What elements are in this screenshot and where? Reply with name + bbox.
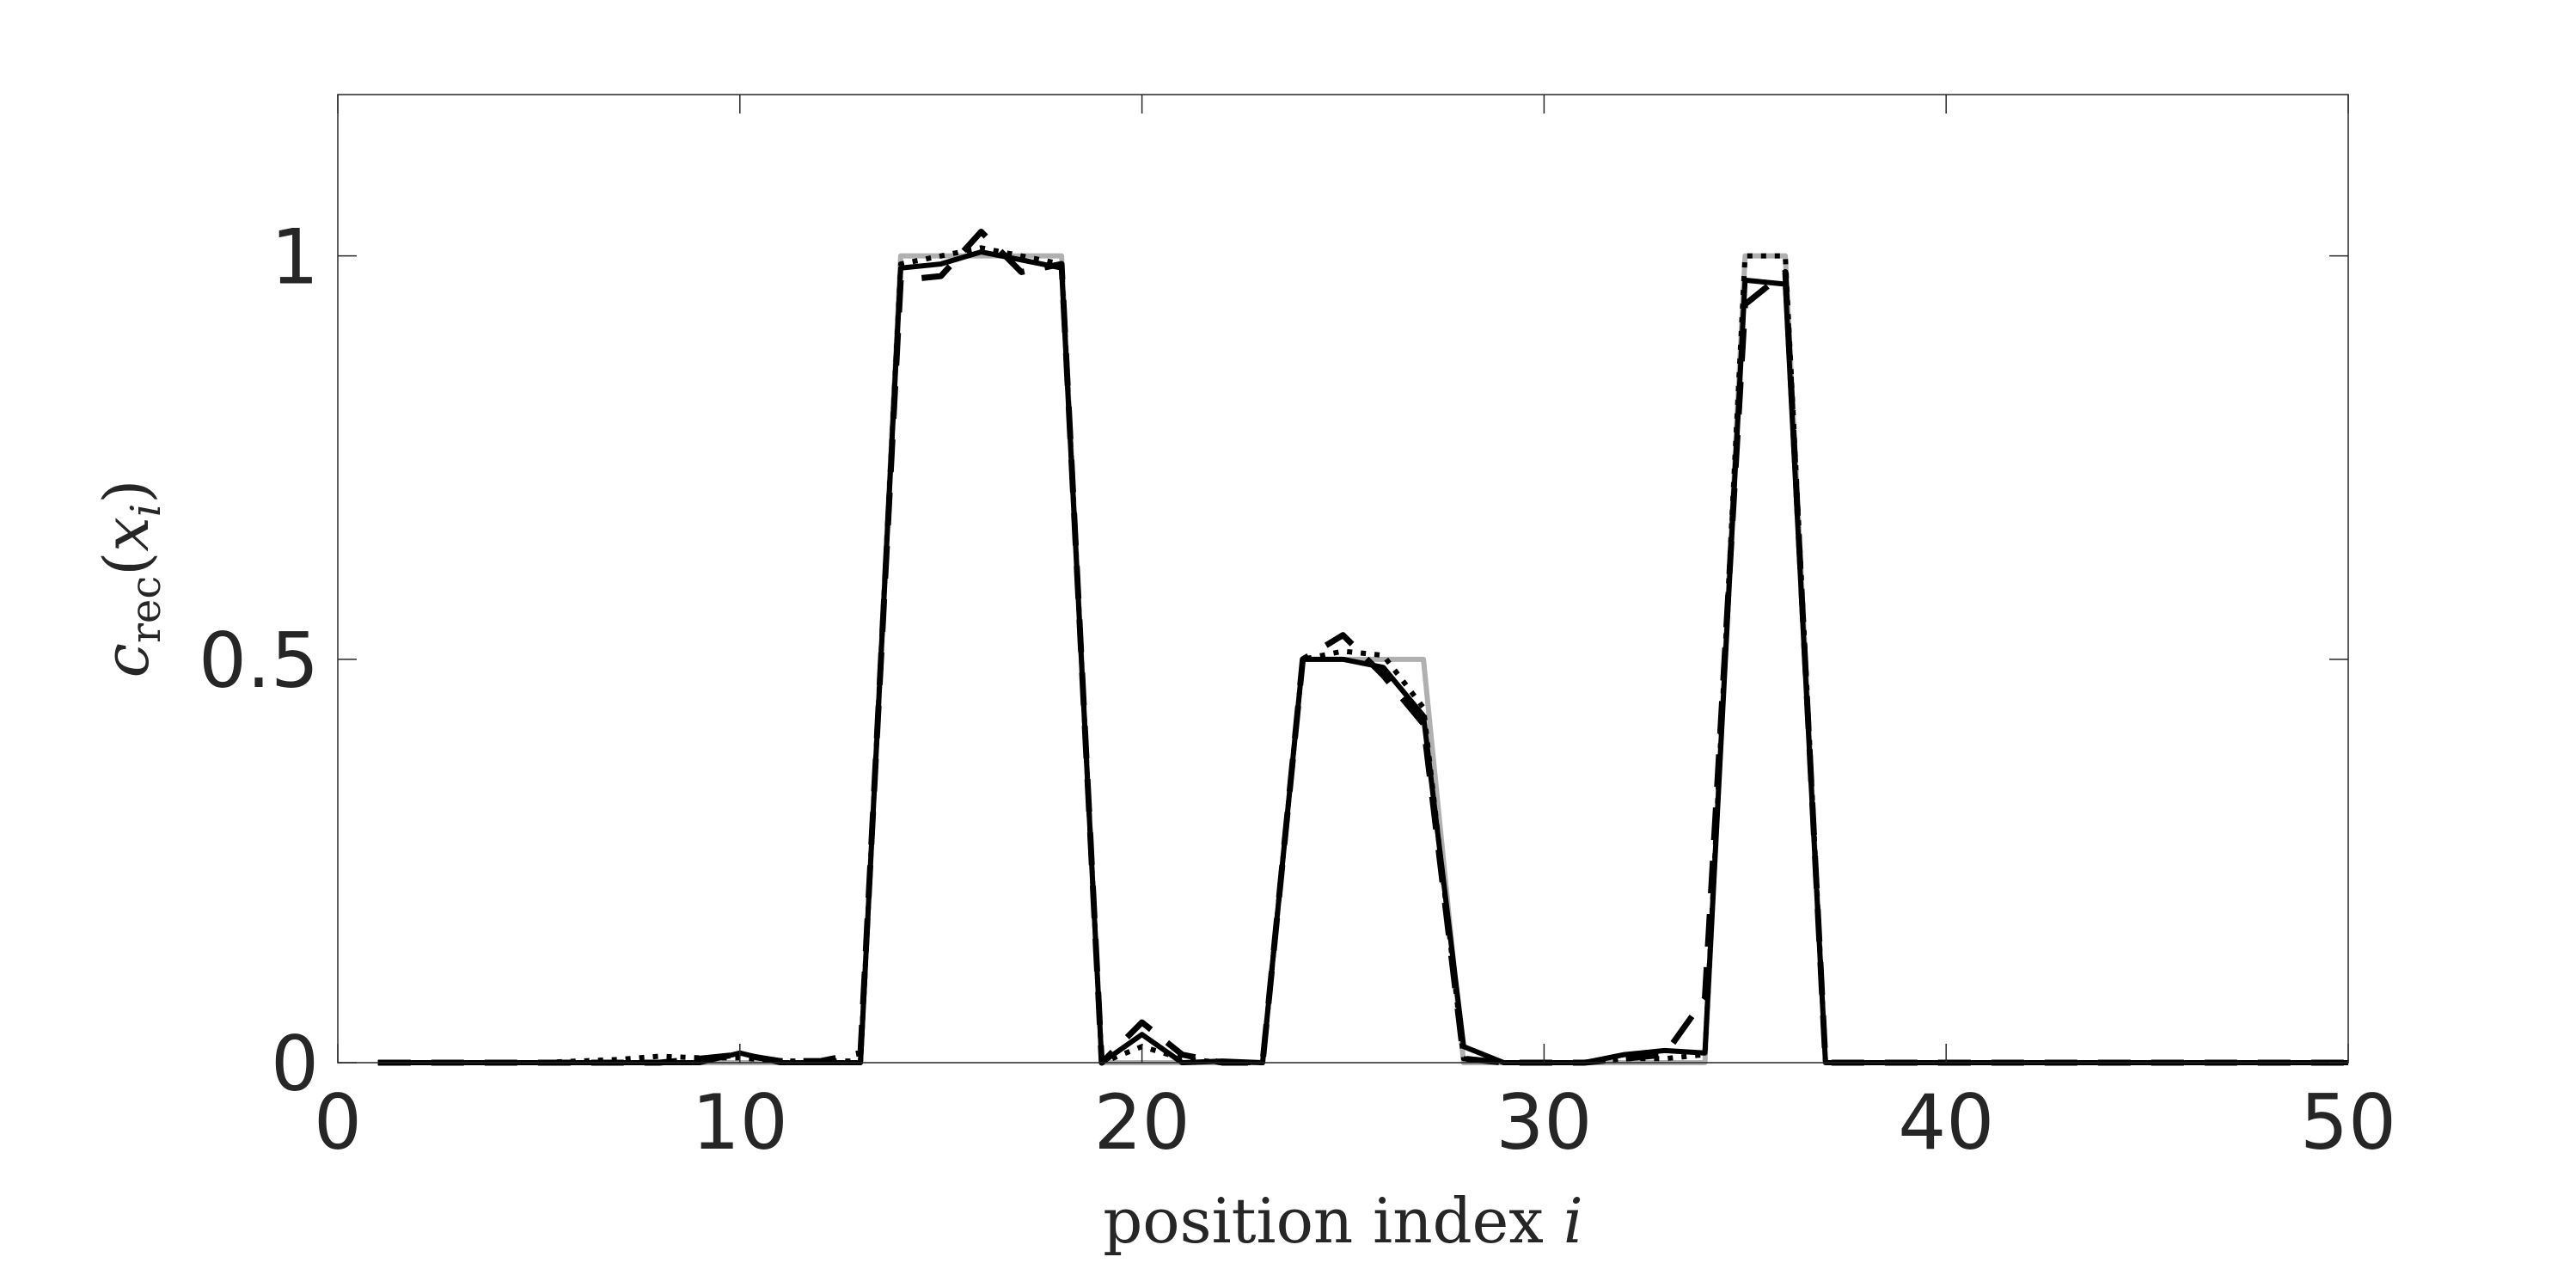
y-axis-title-arg: x (90, 517, 162, 552)
y-tick-label: 1 (271, 213, 319, 302)
x-tick-label: 20 (1094, 1078, 1190, 1167)
x-axis-title: position index i (1103, 1185, 1583, 1257)
plot-frame (337, 94, 2349, 1064)
y-axis-title-argsub: i (122, 504, 170, 517)
x-tick-label: 10 (692, 1078, 788, 1167)
series-layer (377, 229, 2348, 1066)
y-axis-ticks: 00.51 (199, 213, 2348, 1108)
x-axis-title-var: i (1563, 1185, 1583, 1257)
series-line-dashed (377, 229, 2348, 1066)
y-axis-title-base: c (90, 643, 162, 677)
y-axis-title-close: ) (90, 480, 162, 504)
y-tick-label: 0 (271, 1020, 319, 1108)
series-line-dotted (377, 245, 2348, 1065)
y-axis-title-sub: rec (122, 576, 170, 643)
x-tick-label: 0 (314, 1078, 362, 1167)
y-tick-label: 0.5 (199, 616, 319, 705)
x-axis-ticks: 0 10 20 30 40 50 (314, 95, 2396, 1167)
x-axis-title-text: position index (1103, 1185, 1563, 1257)
y-axis-title: crec(xi) (90, 480, 170, 678)
x-tick-label: 50 (2300, 1078, 2396, 1167)
x-tick-label: 30 (1496, 1078, 1592, 1167)
series-line-true (377, 253, 2348, 1065)
y-axis-title-open: ( (90, 552, 162, 576)
x-tick-label: 40 (1898, 1078, 1994, 1167)
